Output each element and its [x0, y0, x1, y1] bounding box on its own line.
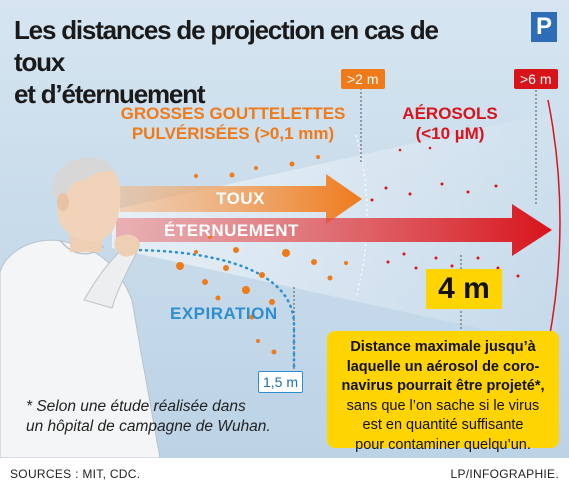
info-line-2: est en quantité suffisante: [362, 417, 524, 433]
droplet: [229, 172, 235, 178]
droplet: [194, 250, 198, 254]
aerosol-particle: [496, 266, 500, 270]
arc-6m: [547, 99, 561, 346]
aerosol-particle: [466, 190, 470, 194]
marker-6m: >6 m: [514, 69, 558, 89]
man-illustration: [0, 157, 161, 458]
droplet: [242, 286, 250, 294]
droplet: [282, 249, 290, 257]
aerosol-particles: [370, 146, 520, 278]
droplet: [316, 155, 320, 159]
droplet: [256, 339, 260, 343]
eternuement-arrow: [116, 204, 552, 256]
aerosol-particle: [402, 252, 406, 256]
droplet: [254, 166, 258, 170]
droplet: [289, 161, 295, 167]
droplet: [311, 259, 317, 265]
droplet: [271, 349, 277, 355]
expiration-label: EXPIRATION: [170, 304, 278, 323]
infographic-panel: Les distances de projection en cas de to…: [0, 0, 569, 458]
aerosols-label-line-1: AÉROSOLS: [402, 104, 498, 123]
info-bold-line-1: Distance maximale jusqu’à: [350, 339, 536, 355]
info-bold-line-3: navirus pourrait être projeté*,: [341, 378, 545, 394]
aerosols-label-line-2: (<10 µM): [415, 124, 485, 143]
marker-2m: >2 m: [341, 69, 385, 89]
title-line-2: et d’éternuement: [14, 79, 205, 109]
expiration-distance-badge: 1,5 m: [258, 371, 304, 393]
title-line-1: Les distances de projection en cas de to…: [14, 15, 439, 77]
droplet: [208, 235, 212, 239]
droplet: [344, 261, 348, 265]
man-hand: [114, 234, 140, 257]
footnote-line-1: * Selon une étude réalisée dans: [26, 398, 246, 415]
droplet: [233, 247, 239, 253]
aerosol-particle: [440, 182, 444, 186]
credit-text: LP/INFOGRAPHIE.: [450, 467, 559, 481]
toux-label: TOUX: [216, 189, 265, 208]
aerosol-particle: [428, 146, 432, 150]
droplets-label: GROSSES GOUTTELETTES PULVÉRISÉES (>0,1 m…: [100, 104, 366, 144]
droplet: [327, 275, 333, 281]
droplet: [259, 272, 265, 278]
info-line-3: pour contaminer quelqu’un.: [355, 436, 531, 453]
max-distance-badge: 4 m: [426, 269, 502, 309]
droplets-label-line-1: GROSSES GOUTTELETTES: [120, 104, 346, 123]
aerosol-particle: [414, 266, 418, 270]
droplet: [215, 295, 221, 301]
droplets: [176, 155, 348, 355]
info-line-1: sans que l’on sache si le virus: [346, 397, 540, 414]
droplet: [223, 265, 229, 271]
expiration-path: [126, 248, 296, 370]
info-box: Distance maximale jusqu’à laquelle un aé…: [327, 331, 559, 453]
aerosol-particle: [408, 192, 412, 196]
droplet: [202, 279, 208, 285]
eternuement-label: ÉTERNUEMENT: [164, 221, 299, 240]
sources-text: SOURCES : MIT, CDC.: [10, 467, 141, 481]
aerosol-particle: [494, 184, 498, 188]
aerosol-particle: [434, 256, 438, 260]
toux-arrow: [120, 174, 362, 224]
aerosol-particle: [386, 260, 390, 264]
man-ear: [57, 193, 69, 211]
droplet: [269, 299, 275, 305]
aerosol-particle: [370, 198, 374, 202]
aerosol-particle: [450, 264, 454, 268]
footnote-line-2: un hôpital de campagne de Wuhan.: [26, 418, 271, 435]
droplet: [249, 314, 255, 320]
droplets-label-line-2: PULVÉRISÉES (>0,1 mm): [131, 124, 335, 143]
footnote: * Selon une étude réalisée dans un hôpit…: [26, 397, 326, 437]
aerosol-particle: [476, 256, 480, 260]
aerosols-label: AÉROSOLS (<10 µM): [380, 104, 520, 144]
arc-2m: [355, 134, 368, 299]
info-bold-line-2: laquelle un aérosol de coro-: [346, 358, 540, 375]
aerosol-particle: [398, 148, 402, 152]
aerosol-particle: [516, 274, 520, 278]
publisher-logo: P: [531, 12, 557, 42]
droplet: [176, 262, 184, 270]
aerosol-particle: [384, 186, 388, 190]
droplet: [194, 174, 198, 178]
page-title: Les distances de projection en cas de to…: [14, 14, 484, 110]
man-hair: [51, 157, 114, 196]
